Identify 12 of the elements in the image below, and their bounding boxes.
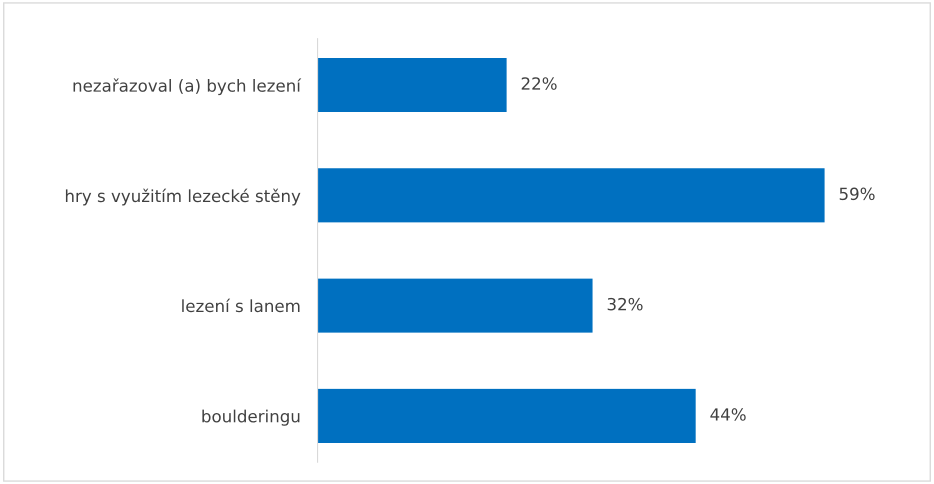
bar [318,278,593,333]
y-tick-label: boulderingu [202,410,300,426]
bar [318,168,825,222]
bar [318,58,507,112]
y-tick-label: lezení s lanem [182,298,300,312]
data-label: 32% [608,298,643,310]
data-label: 22% [522,77,557,90]
y-tick-label: hry s využitím lezecké stěny [66,188,300,206]
data-label: 44% [710,408,746,421]
data-label: 59% [840,188,875,200]
y-tick-label: nezařazoval (a) bych lezení [74,78,302,96]
bar [318,388,696,443]
